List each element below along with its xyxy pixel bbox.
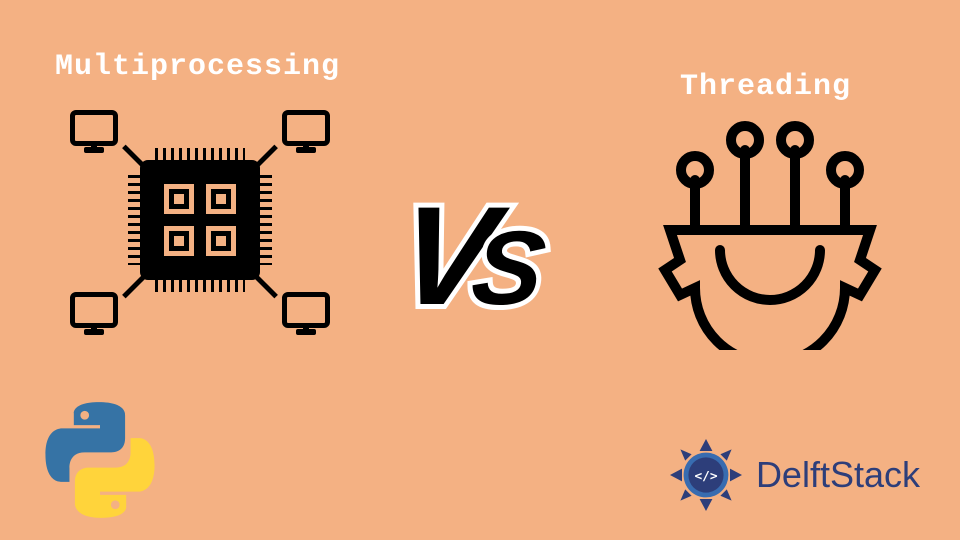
delftstack-emblem-icon: </> [666, 435, 746, 515]
monitor-icon [282, 292, 330, 328]
threading-icon [650, 120, 890, 350]
python-logo-icon [40, 400, 160, 520]
multiprocessing-heading: Multiprocessing [55, 50, 340, 84]
svg-text:</>: </> [694, 469, 717, 484]
cpu-chip-icon [140, 160, 260, 280]
monitor-icon [70, 110, 118, 146]
delftstack-brand-text: DelftStack [756, 454, 920, 496]
threading-heading: Threading [680, 70, 851, 104]
monitor-icon [70, 292, 118, 328]
vs-text: VS [389, 175, 539, 337]
multiprocessing-icon [70, 110, 330, 340]
monitor-icon [282, 110, 330, 146]
delftstack-logo: </> DelftStack [666, 435, 920, 515]
